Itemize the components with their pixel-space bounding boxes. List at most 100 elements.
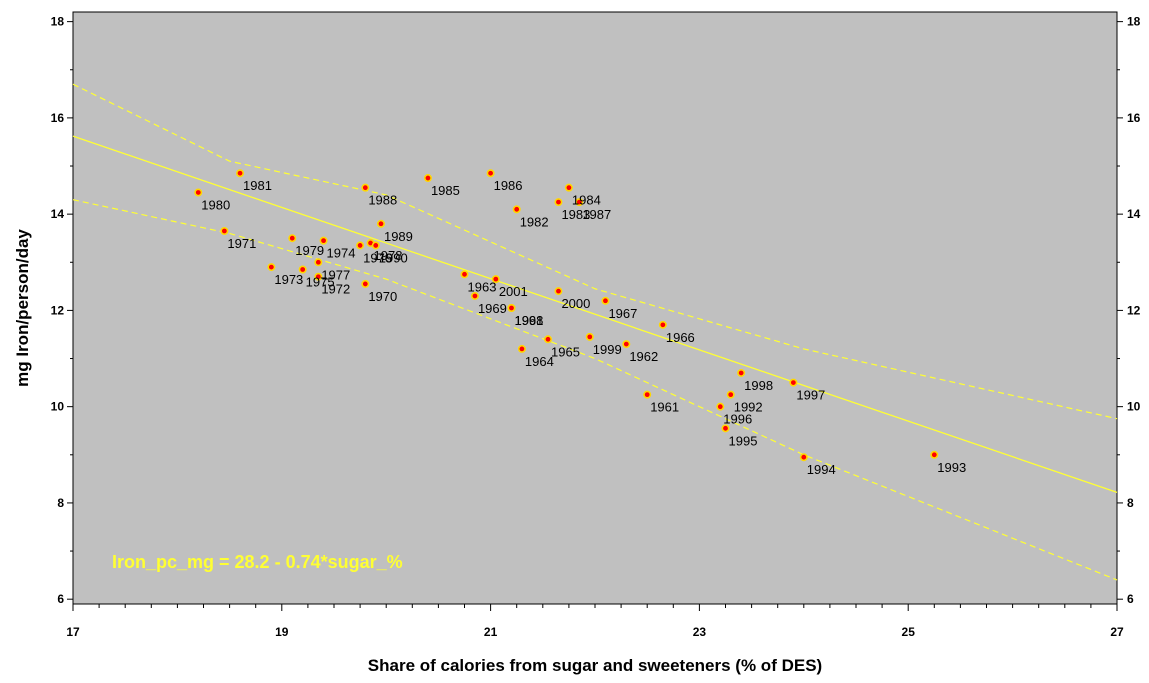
data-point-1999 [585, 332, 594, 341]
x-axis-title: Share of calories from sugar and sweeten… [368, 656, 822, 675]
point-label-1993: 1993 [937, 460, 966, 475]
fit-line [72, 135, 1118, 493]
data-point-1992 [726, 390, 735, 399]
data-point-1979 [288, 234, 297, 243]
confidence-band-upper [72, 83, 1118, 420]
data-point-1969 [470, 291, 479, 300]
data-point-1987 [575, 198, 584, 207]
point-label-1972: 1972 [321, 282, 350, 297]
data-point-1977 [314, 258, 323, 267]
point-label-1962: 1962 [629, 349, 658, 364]
point-label-1983: 1983 [561, 207, 590, 222]
axes: 17 19 21 23 25 27 6 6 8 8 10 10 12 12 14 14 16 16 18 18 [51, 15, 1141, 639]
point-label-1974: 1974 [327, 246, 356, 261]
point-label-1998: 1998 [744, 378, 773, 393]
data-point-1993 [930, 450, 939, 459]
point-label-1961: 1961 [650, 400, 679, 415]
x-tick-label: 23 [693, 625, 707, 639]
x-tick-label: 19 [275, 625, 289, 639]
point-label-1977: 1977 [321, 267, 350, 282]
confidence-band [72, 83, 1118, 581]
data-point-1962 [622, 340, 631, 349]
data-points [194, 169, 939, 462]
point-label-1964: 1964 [525, 354, 554, 369]
y-tick-label-left: 18 [51, 15, 65, 29]
data-point-1976 [356, 241, 365, 250]
data-point-1967 [601, 296, 610, 305]
y-tick-label-right: 16 [1127, 111, 1141, 125]
data-point-1996 [716, 402, 725, 411]
point-label-1999: 1999 [593, 342, 622, 357]
data-point-1974 [319, 236, 328, 245]
point-label-1979: 1979 [295, 243, 324, 258]
plot-area [72, 11, 1118, 605]
x-tick-label: 25 [902, 625, 916, 639]
regression-line [72, 135, 1118, 493]
data-point-1982 [512, 205, 521, 214]
point-label-1985: 1985 [431, 183, 460, 198]
data-point-1973 [267, 263, 276, 272]
data-point-1964 [517, 344, 526, 353]
data-point-1984 [564, 183, 573, 192]
point-label-1989: 1989 [384, 229, 413, 244]
point-label-1996: 1996 [723, 412, 752, 427]
data-point-1995 [721, 424, 730, 433]
point-label-1978: 1978 [374, 248, 403, 263]
data-point-1988 [361, 183, 370, 192]
point-label-1966: 1966 [666, 330, 695, 345]
point-label-1965: 1965 [551, 344, 580, 359]
y-tick-label-right: 14 [1127, 207, 1141, 221]
y-tick-label-left: 16 [51, 111, 65, 125]
point-label-1987: 1987 [582, 207, 611, 222]
point-label-2001: 2001 [499, 284, 528, 299]
data-point-1986 [486, 169, 495, 178]
confidence-band-lower [72, 199, 1118, 581]
data-point-2001 [491, 275, 500, 284]
y-axis-title: mg Iron/person/day [13, 229, 32, 387]
data-point-1998 [737, 368, 746, 377]
point-label-1963: 1963 [468, 279, 497, 294]
point-label-1970: 1970 [368, 289, 397, 304]
point-label-1990: 1990 [379, 250, 408, 265]
point-label-1982: 1982 [520, 214, 549, 229]
y-tick-label-right: 10 [1127, 400, 1141, 414]
data-point-1970 [361, 279, 370, 288]
point-label-1995: 1995 [729, 433, 758, 448]
data-point-1971 [220, 226, 229, 235]
y-tick-label-right: 18 [1127, 15, 1141, 29]
point-label-1991: 1991 [514, 313, 543, 328]
point-label-1992: 1992 [734, 400, 763, 415]
data-point-1994 [799, 453, 808, 462]
point-label-1988: 1988 [368, 193, 397, 208]
data-point-1981 [236, 169, 245, 178]
point-label-2000: 2000 [561, 296, 590, 311]
data-point-1966 [658, 320, 667, 329]
y-tick-label-left: 6 [57, 592, 64, 606]
point-label-1976: 1976 [363, 250, 392, 265]
point-label-1968: 1968 [514, 313, 543, 328]
data-point-1983 [554, 198, 563, 207]
data-point-1991 [507, 303, 516, 312]
data-point-1975 [298, 265, 307, 274]
data-point-1963 [460, 270, 469, 279]
point-label-1984: 1984 [572, 193, 601, 208]
y-tick-label-right: 6 [1127, 592, 1134, 606]
data-point-1980 [194, 188, 203, 197]
data-point-1972 [314, 272, 323, 281]
x-tick-label: 17 [66, 625, 80, 639]
data-point-2000 [554, 287, 563, 296]
data-point-1989 [376, 219, 385, 228]
data-point-1961 [643, 390, 652, 399]
y-tick-label-left: 12 [51, 303, 65, 317]
data-point-1985 [423, 174, 432, 183]
data-point-1997 [789, 378, 798, 387]
point-label-1994: 1994 [807, 462, 836, 477]
y-tick-label-right: 8 [1127, 496, 1134, 510]
point-label-1971: 1971 [227, 236, 256, 251]
point-label-1997: 1997 [796, 388, 825, 403]
y-tick-label-left: 14 [51, 207, 65, 221]
x-tick-label: 21 [484, 625, 498, 639]
point-label-1967: 1967 [608, 306, 637, 321]
